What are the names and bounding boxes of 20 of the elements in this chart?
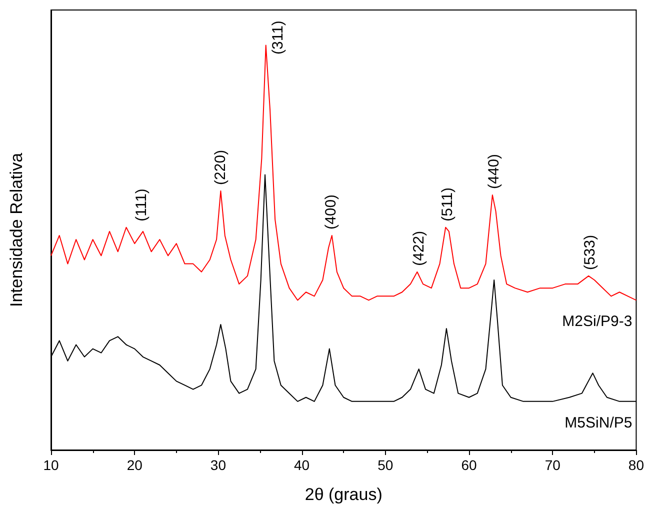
annotation: (400) (322, 194, 340, 230)
y-axis-title: Intensidade Relativa (7, 152, 26, 308)
x-tick-label: 60 (461, 457, 478, 473)
series-label: M2Si/P9-3 (562, 313, 632, 330)
x-tick-label: 20 (126, 457, 143, 473)
x-tick-label: 50 (378, 457, 394, 473)
annotation: (220) (212, 150, 230, 185)
annotation: (111) (132, 188, 150, 222)
annotation: (533) (582, 234, 599, 270)
annotation: (440) (486, 154, 503, 189)
x-tick-label: 80 (628, 457, 644, 473)
series-label: M5SiN/P5 (564, 414, 632, 432)
annotation: (511) (438, 187, 456, 222)
x-tick-label: 30 (210, 457, 226, 473)
x-axis-title: 2θ (graus) (304, 485, 382, 504)
x-tick-label: 10 (43, 457, 59, 473)
x-tick-label: 40 (294, 457, 310, 473)
annotation: (311) (269, 20, 286, 54)
x-tick-label: 70 (544, 457, 561, 473)
annotation: (422) (410, 230, 428, 266)
